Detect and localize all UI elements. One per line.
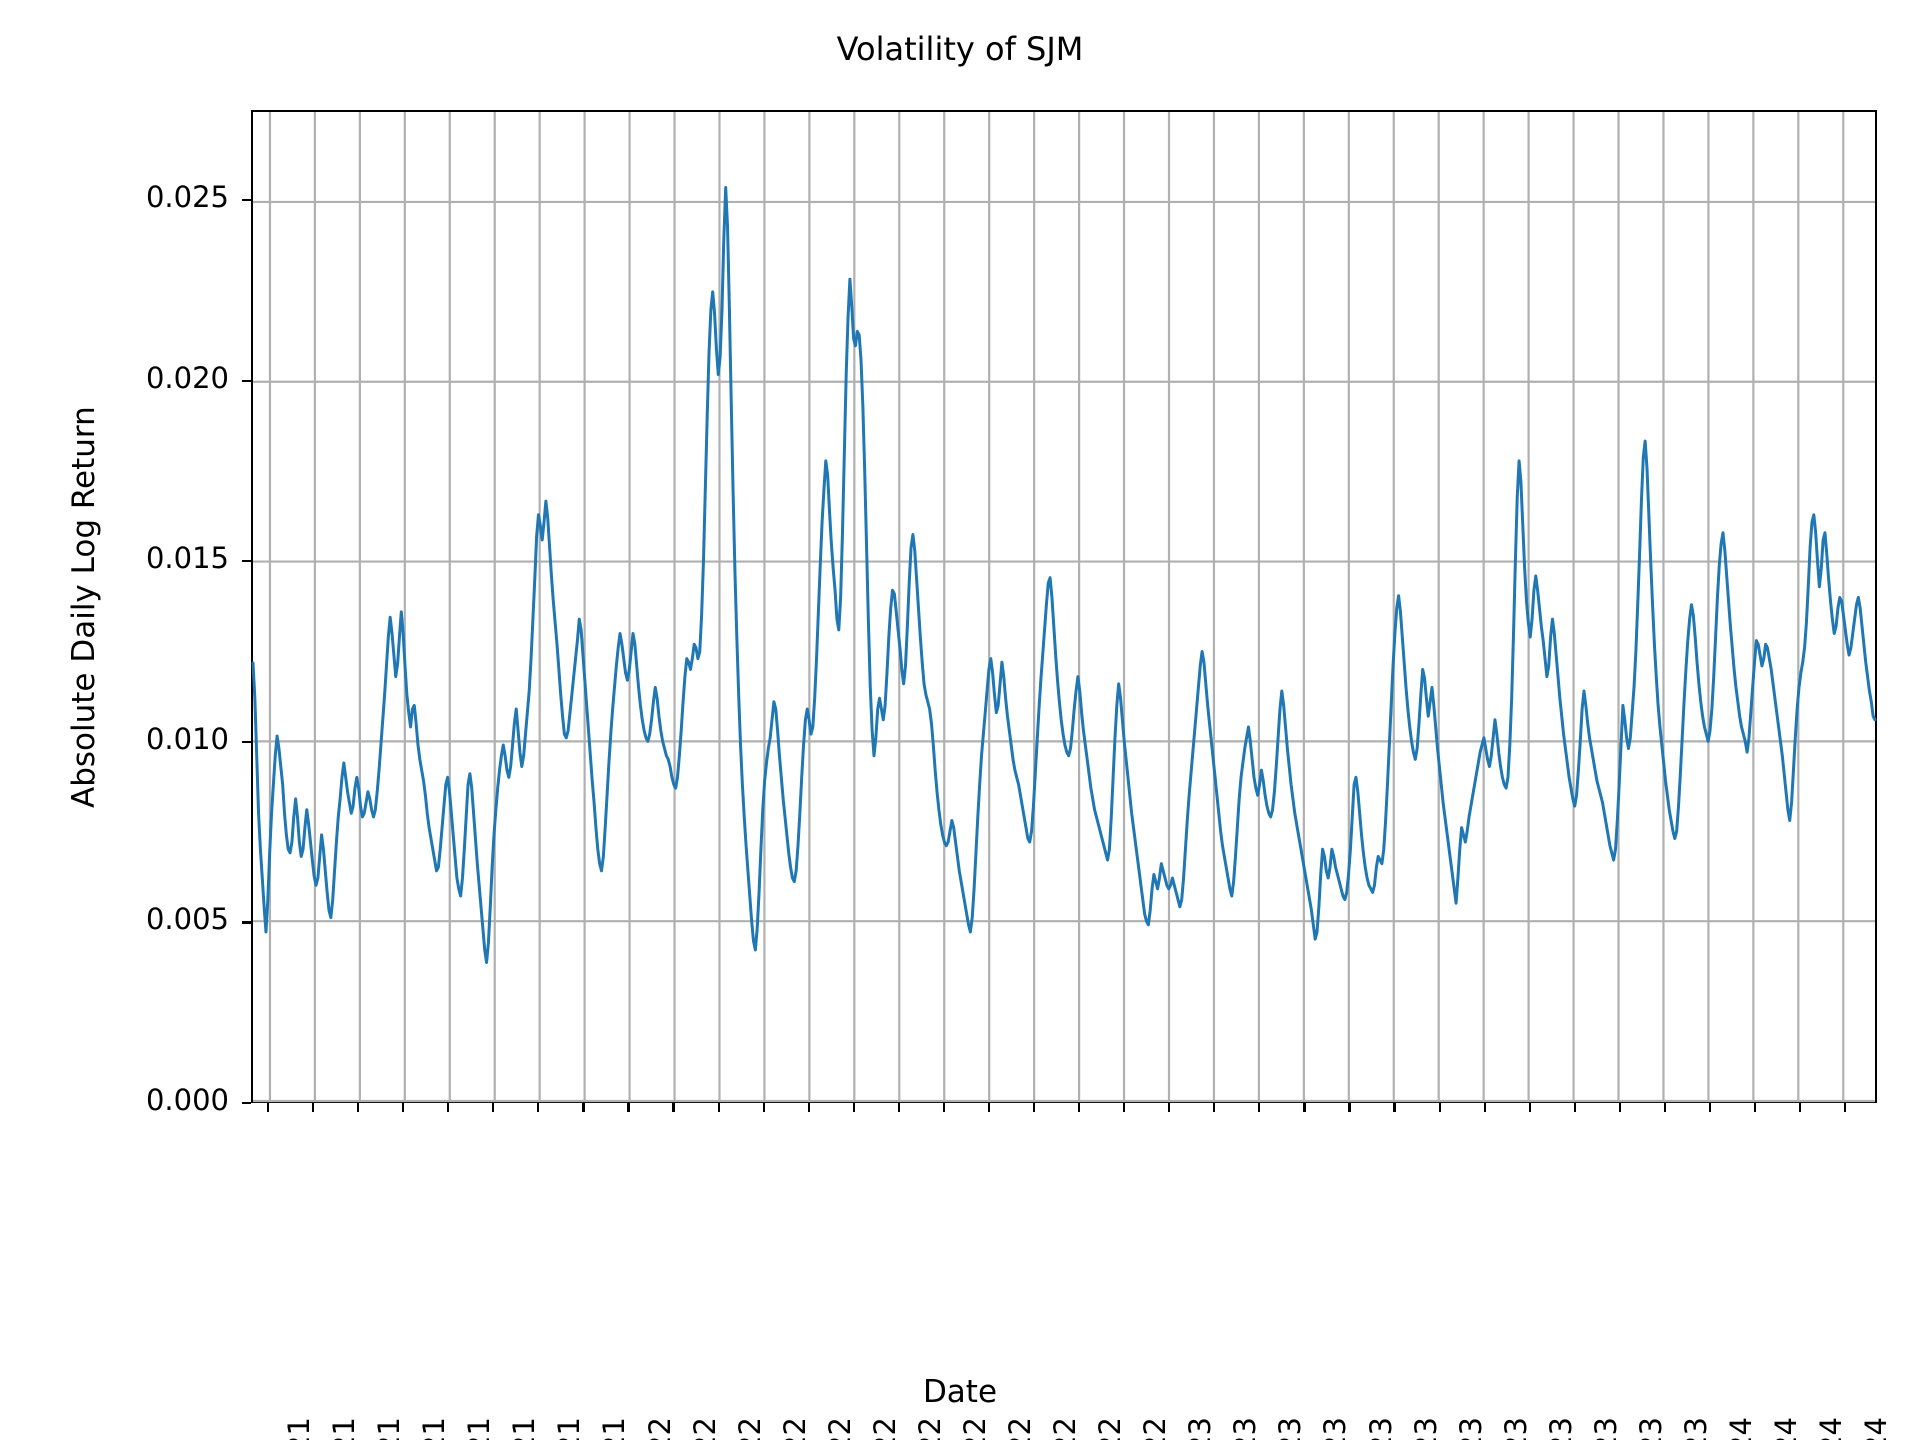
x-tick-mark	[1618, 1103, 1621, 1112]
x-tick-label: Jan 2023	[1183, 1417, 1217, 1440]
y-tick-label: 0.020	[145, 360, 229, 395]
x-tick-label: Mar 2022	[733, 1417, 767, 1440]
x-tick-label: Jun 2023	[1409, 1417, 1443, 1440]
x-tick-label: May 2022	[823, 1417, 857, 1440]
x-tick-label: Feb 2022	[688, 1417, 722, 1440]
x-tick-mark	[582, 1103, 585, 1112]
x-tick-mark	[266, 1103, 270, 1112]
x-tick-mark	[717, 1103, 720, 1112]
x-tick-mark	[537, 1103, 540, 1112]
x-tick-mark	[1032, 1103, 1036, 1112]
y-tick-mark	[242, 379, 251, 382]
x-tick-label: Aug 2022	[958, 1417, 992, 1440]
x-tick-label: Apr 2024	[1859, 1417, 1893, 1440]
x-tick-label: Nov 2021	[552, 1417, 586, 1440]
x-tick-label: May 2021	[282, 1417, 316, 1440]
x-tick-label: Feb 2024	[1769, 1417, 1803, 1440]
y-tick-label: 0.000	[145, 1083, 229, 1117]
x-tick-label: Aug 2023	[1499, 1417, 1533, 1440]
x-tick-mark	[1393, 1103, 1396, 1112]
x-tick-label: Feb 2023	[1228, 1417, 1262, 1440]
x-tick-label: Jun 2021	[327, 1417, 361, 1440]
x-axis-label: Date	[922, 1374, 998, 1410]
x-tick-mark	[1573, 1103, 1576, 1112]
x-tick-mark	[627, 1103, 630, 1112]
x-tick-mark	[897, 1103, 900, 1112]
x-tick-label: Jan 2024	[1724, 1417, 1758, 1440]
x-tick-mark	[402, 1103, 405, 1112]
x-tick-label: Apr 2022	[778, 1417, 812, 1440]
x-tick-mark	[447, 1103, 450, 1112]
x-tick-mark	[1123, 1103, 1126, 1112]
series-line-layer	[253, 112, 1875, 1101]
y-tick-label: 0.005	[145, 902, 229, 937]
x-tick-label: Dec 2022	[1138, 1417, 1172, 1440]
x-tick-label: Sep 2021	[462, 1417, 496, 1440]
x-tick-label: Nov 2022	[1093, 1417, 1127, 1440]
x-tick-mark	[807, 1103, 810, 1112]
x-tick-mark	[1753, 1103, 1757, 1112]
x-tick-mark	[1708, 1103, 1712, 1112]
x-tick-mark	[311, 1103, 315, 1112]
y-tick-mark	[242, 740, 251, 743]
x-tick-label: Jul 2021	[372, 1417, 406, 1440]
x-tick-label: May 2023	[1364, 1417, 1398, 1440]
x-tick-label: Sep 2022	[1003, 1417, 1037, 1440]
x-tick-mark	[1799, 1103, 1802, 1112]
x-tick-label: Dec 2023	[1679, 1417, 1713, 1440]
x-tick-mark	[1078, 1103, 1081, 1112]
y-tick-label: 0.015	[145, 541, 229, 576]
x-tick-mark	[492, 1103, 495, 1112]
x-tick-mark	[852, 1103, 855, 1112]
x-tick-label: Jul 2022	[913, 1417, 947, 1440]
y-tick-mark	[242, 921, 251, 924]
x-tick-mark	[762, 1103, 765, 1112]
x-tick-mark	[1213, 1103, 1216, 1112]
x-tick-mark	[1258, 1103, 1261, 1112]
x-tick-label: Dec 2021	[597, 1417, 631, 1440]
x-tick-mark	[1303, 1103, 1306, 1112]
y-tick-label: 0.025	[145, 180, 229, 215]
y-tick-mark	[242, 199, 251, 202]
y-tick-mark	[242, 560, 251, 563]
x-tick-mark	[1528, 1103, 1531, 1112]
x-tick-label: Apr 2023	[1318, 1417, 1352, 1440]
x-tick-mark	[1663, 1103, 1667, 1112]
x-tick-label: Sep 2023	[1544, 1417, 1578, 1440]
x-tick-mark	[942, 1103, 946, 1112]
plot-area	[251, 110, 1877, 1103]
x-tick-mark	[1438, 1103, 1441, 1112]
x-tick-mark	[1483, 1103, 1486, 1112]
x-tick-mark	[672, 1103, 675, 1112]
x-tick-mark	[1844, 1103, 1847, 1112]
x-tick-label: Jun 2022	[868, 1417, 902, 1440]
grid-layer	[253, 112, 1875, 1103]
x-tick-label: Oct 2022	[1048, 1417, 1082, 1440]
x-tick-label: Oct 2021	[507, 1417, 541, 1440]
series-line-volatility-of-sjm	[253, 188, 1875, 963]
y-tick-mark	[242, 1101, 251, 1105]
x-tick-mark	[357, 1103, 360, 1112]
x-tick-label: Jul 2023	[1454, 1417, 1488, 1440]
x-tick-label: Mar 2023	[1273, 1417, 1307, 1440]
y-tick-label: 0.010	[145, 721, 229, 756]
x-tick-label: Mar 2024	[1814, 1417, 1848, 1440]
chart-title: Volatility of SJM	[836, 30, 1084, 68]
x-tick-label: Oct 2023	[1589, 1417, 1623, 1440]
x-tick-label: Nov 2023	[1634, 1417, 1668, 1440]
x-tick-label: Aug 2021	[417, 1417, 451, 1440]
x-tick-mark	[987, 1103, 991, 1112]
x-tick-mark	[1348, 1103, 1351, 1112]
x-tick-label: Jan 2022	[643, 1417, 677, 1440]
x-tick-mark	[1168, 1103, 1171, 1112]
